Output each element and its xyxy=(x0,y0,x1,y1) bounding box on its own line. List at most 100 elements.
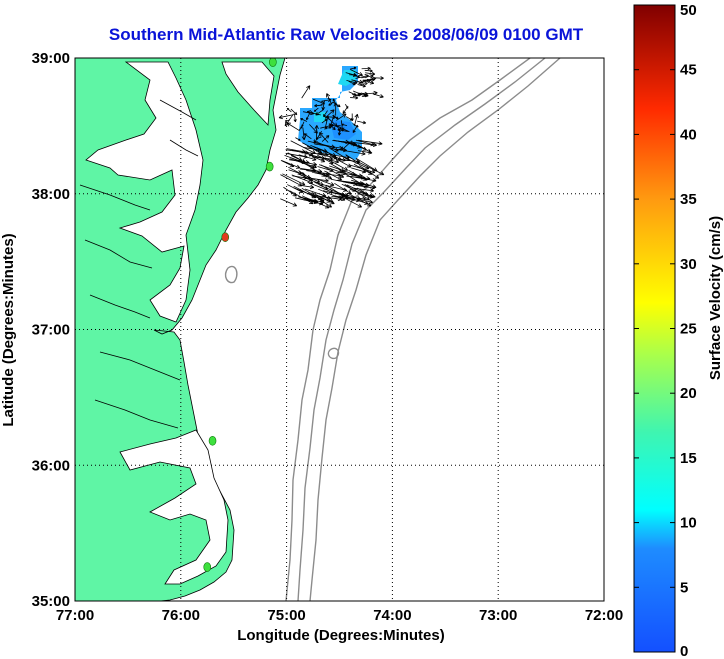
y-tick-labels: 39:00 38:00 37:00 36:00 35:00 xyxy=(32,50,70,610)
colorbar-gradient xyxy=(633,4,676,653)
velocity-arrow xyxy=(350,113,354,122)
velocity-arrow xyxy=(298,126,303,132)
velocity-arrow xyxy=(315,108,325,116)
velocity-arrow xyxy=(318,188,346,201)
velocity-arrow xyxy=(351,79,364,85)
velocity-arrow xyxy=(287,184,304,193)
velocity-arrow xyxy=(293,113,297,123)
velocity-arrow xyxy=(342,105,349,114)
velocity-arrow xyxy=(326,93,333,105)
velocity-arrow xyxy=(324,157,349,171)
velocity-arrow xyxy=(302,142,323,154)
colorbar-tick-label: 25 xyxy=(680,321,697,338)
velocity-arrow xyxy=(336,125,350,133)
colorbar-tick-label: 40 xyxy=(680,126,697,143)
x-tick-label: 72:00 xyxy=(585,607,623,624)
delaware-bay xyxy=(221,61,275,126)
velocity-arrow xyxy=(357,150,373,155)
colorbar-tick-label: 5 xyxy=(680,579,688,596)
velocity-arrow xyxy=(352,125,358,133)
velocity-arrow xyxy=(341,123,348,127)
velocity-arrow xyxy=(297,160,318,167)
y-axis-label: Latitude (Degrees:Minutes) xyxy=(0,233,17,426)
velocity-arrow xyxy=(294,197,324,206)
velocity-arrow xyxy=(301,187,323,200)
velocity-arrow xyxy=(316,195,331,203)
velocity-arrow xyxy=(358,161,385,176)
velocity-arrow xyxy=(280,198,298,207)
y-tick-label: 36:00 xyxy=(32,457,70,474)
velocity-arrow xyxy=(303,151,329,157)
velocity-arrow xyxy=(318,198,333,208)
velocity-arrow xyxy=(281,160,301,169)
velocity-arrow xyxy=(351,167,367,174)
plot-frame xyxy=(74,57,605,602)
velocity-arrow xyxy=(338,169,363,186)
velocity-arrow xyxy=(344,184,370,201)
velocity-arrow xyxy=(345,72,358,77)
radar-site-marker xyxy=(221,232,230,242)
velocity-arrow xyxy=(306,113,310,121)
velocity-arrow xyxy=(350,69,363,76)
colorbar-tick-label: 10 xyxy=(680,515,697,532)
velocity-arrow xyxy=(337,128,348,133)
velocity-arrow xyxy=(349,66,357,70)
y-tick-label: 35:00 xyxy=(32,593,70,610)
velocity-vectors xyxy=(278,66,385,209)
x-tick-label: 75:00 xyxy=(267,607,305,624)
velocity-arrow xyxy=(346,198,363,208)
map-title: Southern Mid-Atlantic Raw Velocities 200… xyxy=(109,25,584,44)
velocity-arrow xyxy=(333,102,341,108)
velocity-arrow xyxy=(290,108,298,116)
x-tick-label: 76:00 xyxy=(162,607,200,624)
velocity-arrow xyxy=(350,176,377,183)
velocity-arrow xyxy=(321,118,328,124)
velocity-arrow xyxy=(324,170,343,181)
velocity-arrow xyxy=(361,66,371,71)
velocity-arrow xyxy=(313,140,339,152)
x-axis-label: Longitude (Degrees:Minutes) xyxy=(237,627,445,644)
velocity-arrow xyxy=(291,157,315,169)
velocity-arrow xyxy=(354,113,359,126)
velocity-arrow xyxy=(301,85,311,99)
bathymetry-contours xyxy=(224,58,561,601)
velocity-arrow xyxy=(350,96,359,100)
velocity-arrow xyxy=(282,173,306,186)
velocity-arrow xyxy=(323,110,328,117)
velocity-arrow xyxy=(329,154,346,162)
velocity-arrow xyxy=(303,133,312,140)
radar-site-marker xyxy=(269,58,277,67)
velocity-arrow xyxy=(316,153,338,160)
x-tick-labels: 77:00 76:00 75:00 74:00 73:00 72:00 xyxy=(56,607,623,624)
colorbar-tick-label: 35 xyxy=(680,191,697,208)
velocity-arrow xyxy=(313,107,319,112)
velocity-arrow xyxy=(284,119,291,122)
velocity-arrow xyxy=(290,155,306,163)
velocity-arrow xyxy=(313,172,330,178)
colorbar-tick-label: 20 xyxy=(680,385,697,402)
velocity-arrow xyxy=(347,192,372,207)
colorbar-tick-label: 15 xyxy=(680,450,697,467)
radar-site-marker xyxy=(203,562,212,572)
velocity-arrow xyxy=(292,175,308,180)
velocity-arrow xyxy=(299,184,315,190)
colorbar-tick-label: 30 xyxy=(680,256,697,273)
velocity-arrow xyxy=(312,98,325,105)
rivers xyxy=(79,99,199,429)
x-tick-label: 74:00 xyxy=(373,607,411,624)
velocity-arrow xyxy=(286,107,292,113)
velocity-arrow xyxy=(357,84,366,88)
velocity-arrow xyxy=(336,113,347,121)
colorbar-tick-label: 0 xyxy=(680,643,688,659)
radar-site-marker xyxy=(265,161,274,172)
y-tick-label: 38:00 xyxy=(32,186,70,203)
velocity-arrow xyxy=(285,152,308,159)
plot-area xyxy=(75,58,604,601)
velocity-arrow xyxy=(364,90,378,96)
velocity-arrow xyxy=(328,114,335,129)
velocity-arrow xyxy=(314,125,319,140)
velocity-arrow xyxy=(364,69,373,73)
velocity-arrow xyxy=(333,157,352,168)
radar-sites xyxy=(203,58,277,572)
colorbar-ticks: 0 5 10 15 20 25 30 35 40 45 50 xyxy=(634,2,697,659)
